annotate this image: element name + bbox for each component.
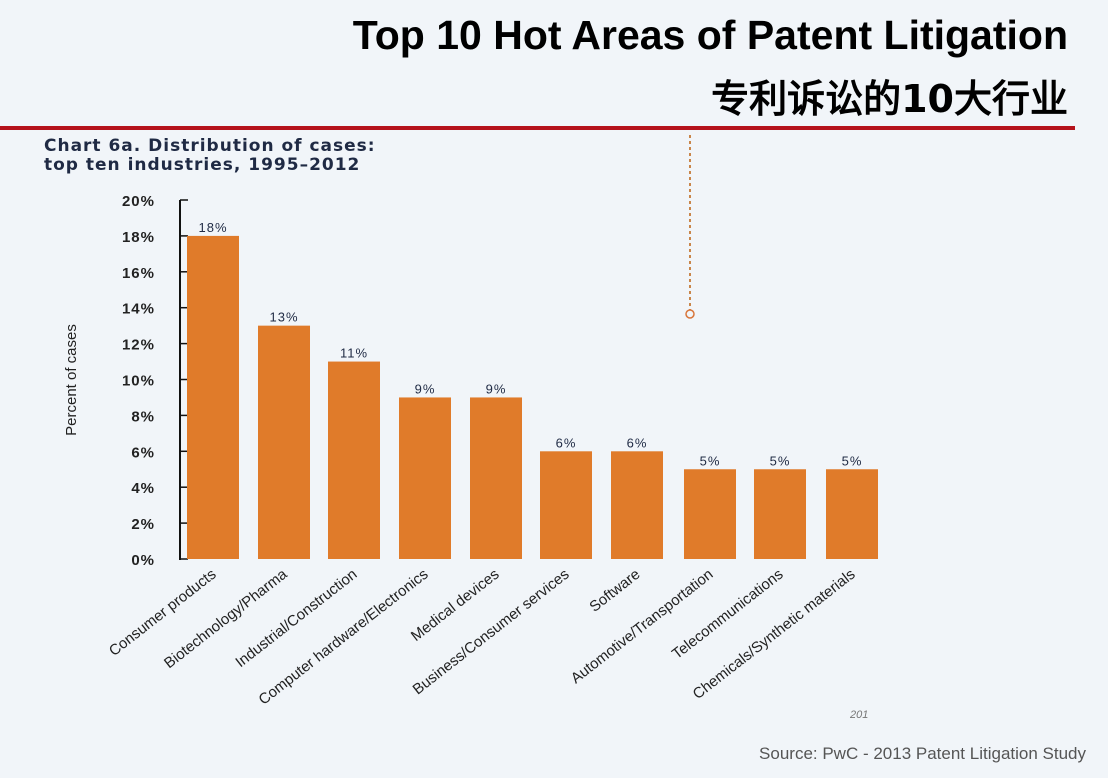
vertical-pointer-line (685, 135, 695, 319)
y-tick-label: 20% (122, 193, 155, 210)
y-tick-label: 18% (122, 229, 155, 246)
x-tick-label: Industrial/Construction (232, 566, 360, 671)
source-note: Source: PwC - 2013 Patent Litigation Stu… (759, 744, 1086, 763)
chart-title-line1: Chart 6a. Distribution of cases: (44, 136, 376, 156)
data-label: 18% (198, 220, 227, 235)
y-tick-label: 6% (131, 444, 155, 461)
x-tick-label: Automotive/Transportation (568, 566, 717, 687)
bar (826, 469, 878, 559)
bar (258, 325, 310, 559)
data-label: 9% (486, 381, 507, 396)
bar (540, 451, 592, 559)
y-tick-label: 16% (122, 265, 155, 282)
data-label: 6% (627, 435, 648, 450)
bar (611, 451, 663, 559)
x-tick-label: Biotechnology/Pharma (161, 565, 291, 672)
data-label: 5% (770, 453, 791, 468)
x-tick-label: Software (586, 566, 643, 616)
y-tick-label: 4% (131, 480, 155, 497)
page-title: Top 10 Hot Areas of Patent Litigation (352, 12, 1068, 58)
chart-title-line2: top ten industries, 1995–2012 (44, 155, 361, 175)
y-tick-label: 8% (131, 408, 155, 425)
bar (187, 235, 239, 559)
data-label: 13% (269, 310, 298, 325)
chart-title: Chart 6a. Distribution of cases: top ten… (44, 137, 376, 175)
bar (684, 469, 736, 559)
title-divider (0, 126, 1075, 130)
y-tick-label: 2% (131, 516, 155, 533)
data-label: 6% (556, 435, 577, 450)
bar (399, 397, 451, 559)
page-subtitle: 专利诉讼的10大行业 (711, 77, 1068, 121)
bar (754, 469, 806, 559)
data-label: 9% (415, 381, 436, 396)
y-tick-label: 10% (122, 373, 155, 390)
page-mark: 201 (849, 709, 868, 721)
y-axis-label: Percent of cases (63, 324, 80, 436)
y-tick-label: 0% (131, 552, 155, 569)
data-label: 11% (340, 346, 368, 361)
bar (328, 361, 380, 559)
y-tick-label: 14% (122, 301, 155, 318)
bar (470, 397, 522, 559)
data-label: 5% (842, 453, 863, 468)
data-label: 5% (700, 453, 721, 468)
y-tick-label: 12% (122, 337, 155, 354)
